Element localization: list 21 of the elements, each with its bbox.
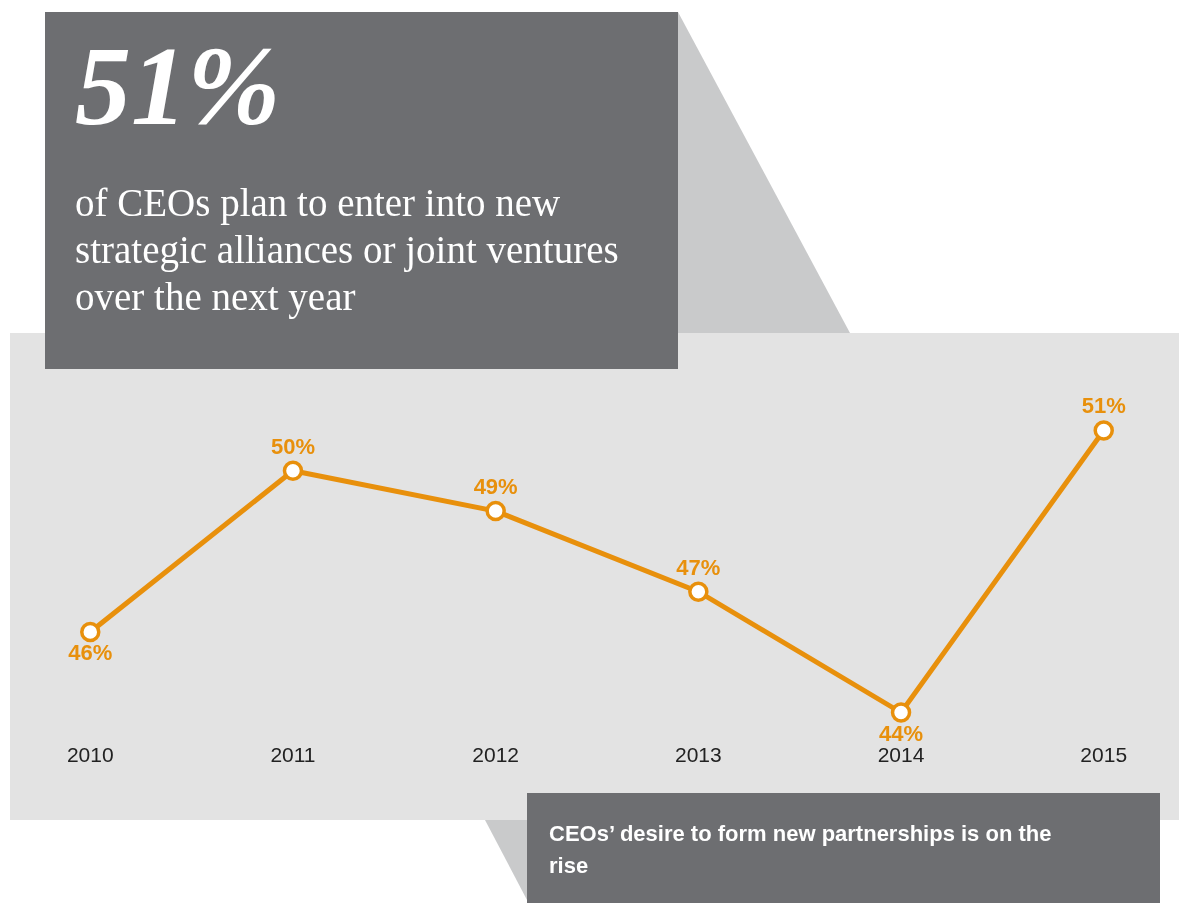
x-tick-label: 2014 <box>877 743 925 766</box>
x-tick-label: 2015 <box>1080 743 1128 766</box>
chart-subtitle: of CEOs plan to enter into new strategic alliances or joint ventures over the next year <box>75 180 620 321</box>
data-label: 51% <box>1081 393 1126 419</box>
point <box>688 581 709 602</box>
data-label: 49% <box>473 473 518 499</box>
chart-title: 51% <box>75 24 281 148</box>
point <box>485 500 506 522</box>
x-tick-label: 2012 <box>472 743 520 766</box>
data-label: 47% <box>676 554 721 580</box>
x-tick-label: 2011 <box>270 743 316 766</box>
x-tick-label: 2010 <box>66 743 114 766</box>
data-label: 50% <box>270 433 315 459</box>
point <box>80 621 101 643</box>
point <box>282 460 304 482</box>
point <box>890 702 912 723</box>
x-tick-label: 2013 <box>674 743 722 766</box>
point <box>1093 420 1114 441</box>
data-label: 46% <box>68 640 113 666</box>
text: CEOs’ desire to form new partnerships is on the rise <box>549 820 1053 880</box>
data-label: 44% <box>879 720 924 746</box>
